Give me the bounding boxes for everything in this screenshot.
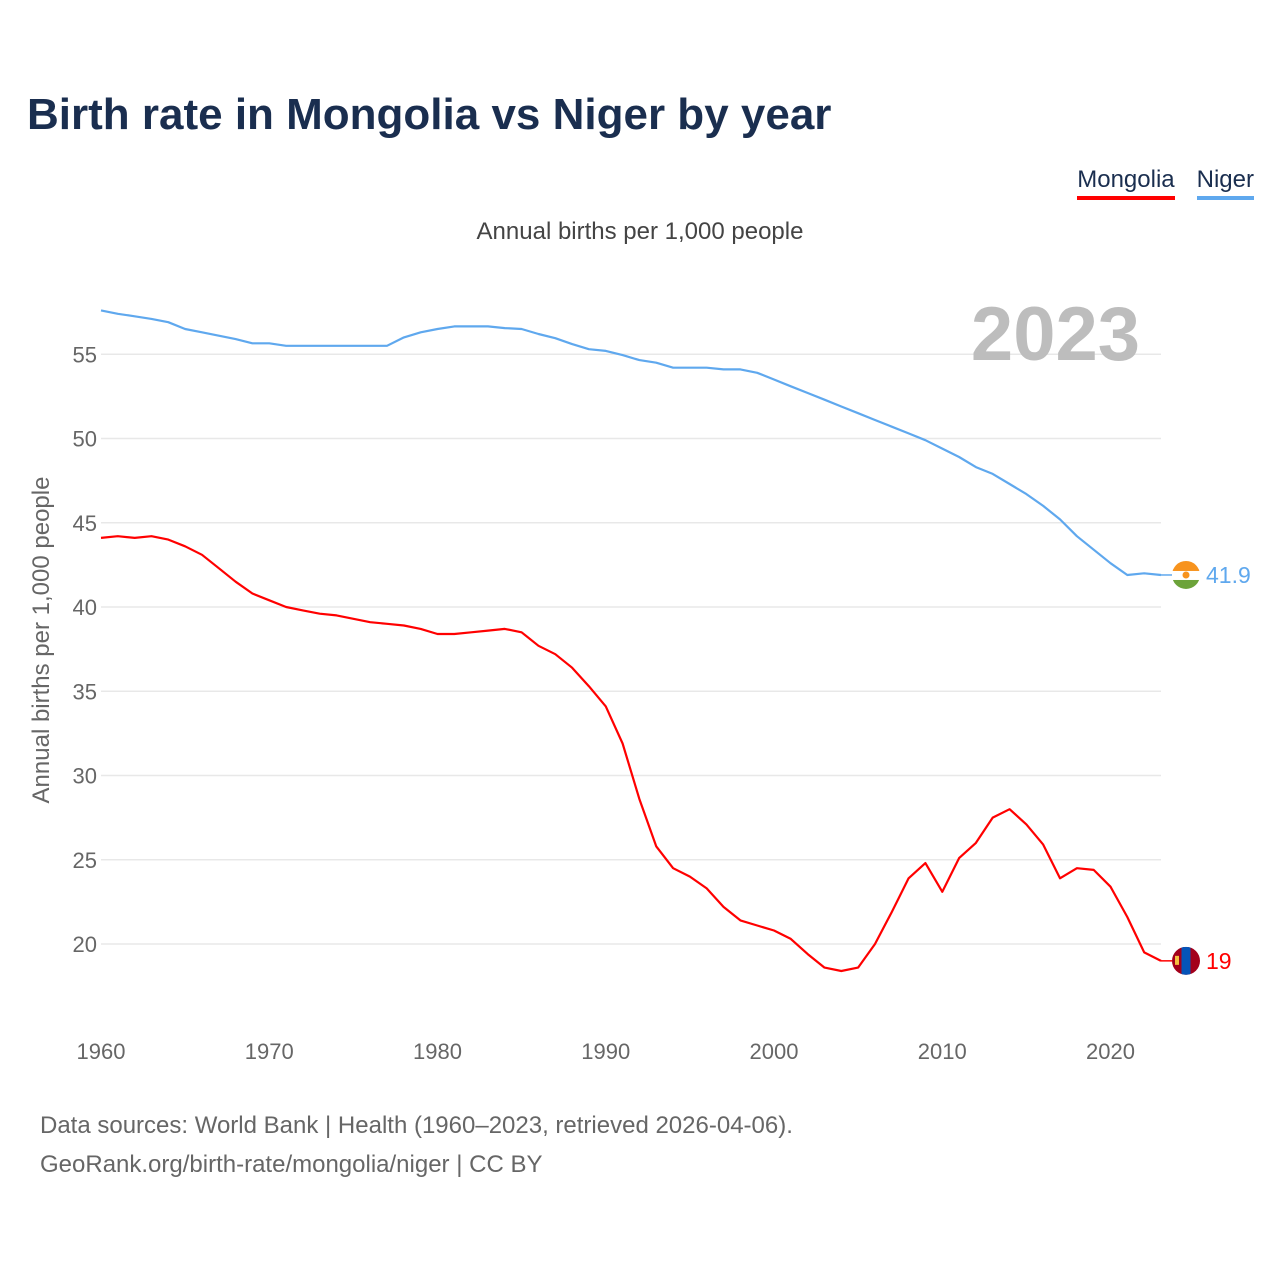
series-line-mongolia bbox=[100, 535, 1162, 973]
x-tick-label: 1970 bbox=[245, 1039, 294, 1064]
y-tick-label: 30 bbox=[73, 764, 97, 789]
legend: Mongolia Niger bbox=[1077, 166, 1254, 200]
y-tick-label: 35 bbox=[73, 679, 97, 704]
source-link[interactable]: GeoRank.org/birth-rate/mongolia/niger | … bbox=[40, 1151, 543, 1178]
flag-stripe bbox=[1172, 560, 1200, 571]
x-tick-label: 1990 bbox=[581, 1039, 630, 1064]
x-tick-label: 2020 bbox=[1086, 1039, 1135, 1064]
niger-flag-icon bbox=[1172, 560, 1200, 589]
flag-stripe bbox=[1172, 579, 1200, 589]
y-tick-label: 40 bbox=[73, 595, 97, 620]
y-tick-label: 25 bbox=[73, 848, 97, 873]
legend-item-mongolia[interactable]: Mongolia bbox=[1077, 166, 1175, 200]
x-tick-label: 2010 bbox=[918, 1039, 967, 1064]
data-source: Data sources: World Bank | Health (1960–… bbox=[40, 1112, 793, 1139]
flag-emblem bbox=[1182, 571, 1190, 579]
chart-subtitle: Annual births per 1,000 people bbox=[476, 218, 804, 245]
mongolia-flag-icon bbox=[1172, 946, 1200, 975]
y-tick-label: 55 bbox=[73, 342, 97, 367]
y-tick-label: 45 bbox=[73, 511, 97, 536]
end-value-label-mongolia: 19 bbox=[1206, 948, 1232, 974]
footer: Data sources: World Bank | Health (1960–… bbox=[40, 1106, 793, 1184]
x-tick-label: 1980 bbox=[413, 1039, 462, 1064]
y-tick-label: 50 bbox=[73, 427, 97, 452]
series-line-niger bbox=[100, 309, 1162, 577]
y-tick-label: 20 bbox=[73, 932, 97, 957]
flag-stripe bbox=[1181, 946, 1191, 975]
x-tick-label: 2000 bbox=[750, 1039, 799, 1064]
end-value-label-niger: 41.9 bbox=[1206, 562, 1251, 588]
legend-item-niger[interactable]: Niger bbox=[1196, 166, 1254, 200]
year-label: 2023 bbox=[971, 292, 1140, 377]
x-tick-label: 1960 bbox=[77, 1039, 126, 1064]
flag-emblem bbox=[1175, 955, 1179, 965]
chart-title: Birth rate in Mongolia vs Niger by year bbox=[27, 90, 832, 139]
